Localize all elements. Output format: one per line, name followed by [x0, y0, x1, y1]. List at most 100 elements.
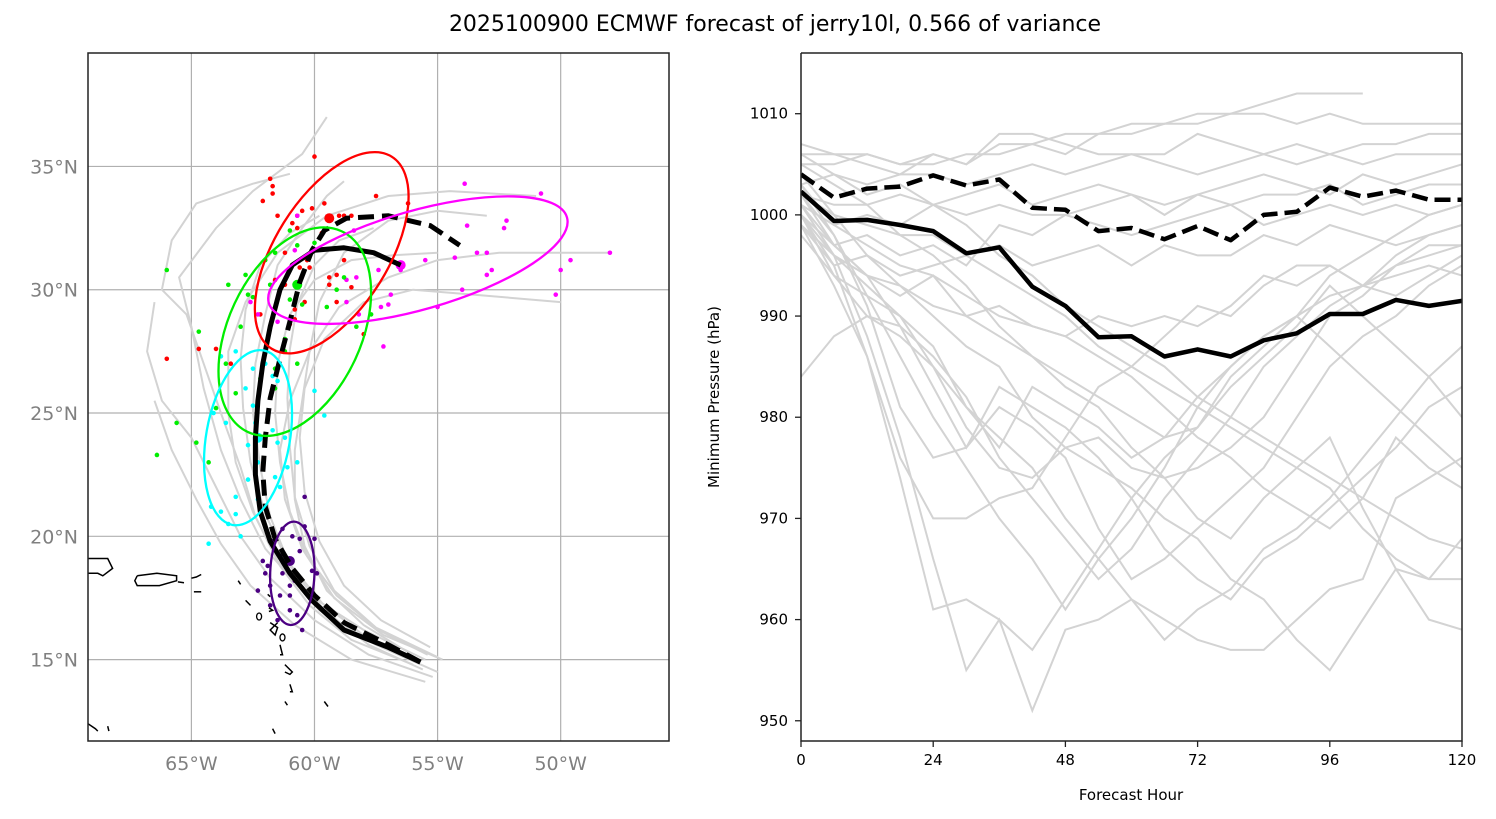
- cluster-point-green: [194, 440, 199, 445]
- cluster-point-red: [326, 275, 332, 280]
- coastline-st-kitts: [245, 599, 252, 606]
- longitude-tick-label: 55°W: [411, 753, 464, 775]
- ensemble-member-line: [801, 203, 1462, 267]
- cluster-point-red: [290, 220, 295, 226]
- cluster-point-green: [341, 275, 347, 280]
- cluster-point-red: [334, 272, 339, 278]
- cluster-point-green: [154, 452, 160, 458]
- cluster-point-cyan: [285, 464, 290, 470]
- cluster-point-green: [174, 420, 179, 426]
- cluster-point-red: [326, 282, 332, 288]
- cluster-point-indigo: [312, 536, 317, 542]
- cluster-point-red: [270, 183, 275, 189]
- coastline-dominica: [279, 644, 284, 656]
- series-ensemble-mean: [801, 172, 1462, 243]
- cluster-point-magenta: [376, 267, 381, 273]
- cluster-point-red: [267, 176, 273, 182]
- y-axis-ticks: 950 960 970 980 990 1000 1010: [750, 105, 801, 730]
- cluster-point-cyan: [223, 420, 229, 426]
- ensemble-member-line: [801, 163, 1462, 439]
- ensemble-member-line: [801, 92, 1363, 166]
- ensemble-member-line: [801, 224, 1462, 652]
- ensemble-member-line: [801, 204, 1462, 714]
- cluster-point-magenta: [462, 181, 467, 186]
- cluster-point-red: [228, 361, 234, 367]
- cluster-point-green: [299, 302, 305, 307]
- latitude-tick-label: 25°N: [30, 403, 78, 425]
- cluster-point-red: [292, 307, 298, 312]
- cluster-point-red: [164, 356, 170, 362]
- cluster-point-green: [233, 391, 239, 396]
- y-axis-label: Minimum Pressure (hPa): [705, 306, 723, 488]
- cluster-point-red: [299, 208, 305, 214]
- cluster-point-magenta: [386, 302, 391, 307]
- coastline-hispaniola-east: [88, 557, 114, 577]
- x-tick-label: 24: [924, 751, 943, 769]
- coastline-martinique: [284, 664, 294, 676]
- cluster-point-indigo: [297, 536, 303, 542]
- cluster-point-red: [275, 213, 280, 219]
- cluster-point-magenta: [459, 287, 465, 293]
- x-tick-label: 72: [1188, 751, 1207, 769]
- cluster-point-magenta: [501, 225, 507, 231]
- mean-tracks: [252, 213, 462, 665]
- cluster-ellipse: [267, 195, 569, 326]
- cluster-point-red: [260, 198, 266, 204]
- coastline-venezuela-islands: [88, 723, 99, 732]
- cluster-point-red: [322, 201, 327, 206]
- x-tick-label: 48: [1056, 751, 1075, 769]
- cluster-point-green: [312, 240, 317, 246]
- ensemble-track: [298, 288, 561, 649]
- ensemble-member-line: [801, 193, 1462, 581]
- latitude-tick-label: 30°N: [30, 280, 78, 302]
- ensemble-member-line: [801, 204, 1462, 338]
- ensemble-member-line: [801, 132, 1462, 176]
- cluster-point-magenta: [378, 304, 384, 310]
- cluster-point-red: [373, 193, 379, 199]
- cluster-point-cyan: [282, 435, 288, 440]
- ensemble-track: [146, 301, 434, 678]
- coastline-antigua: [268, 607, 275, 613]
- cluster-point-cyan: [238, 534, 243, 539]
- ensemble-track: [153, 400, 426, 683]
- cluster-point-green: [196, 329, 202, 334]
- cluster-point-red: [341, 257, 347, 263]
- cluster-point-magenta: [422, 257, 428, 263]
- pressure-axes-frame: [800, 53, 1463, 742]
- cluster-point-green: [250, 294, 256, 300]
- longitude-tick-label: 65°W: [165, 753, 218, 775]
- ensemble-member-line: [801, 203, 1462, 459]
- coastline-bonaida: [106, 726, 110, 732]
- cluster-point-magenta: [504, 218, 509, 223]
- ensemble-member-line: [801, 183, 1462, 612]
- figure-title: 2025100900 ECMWF forecast of jerry10l, 0…: [448, 12, 1102, 37]
- cluster-point-green: [354, 324, 359, 330]
- cluster-point-indigo: [255, 588, 261, 593]
- cluster-point-green: [294, 361, 300, 367]
- cluster-ellipses: [202, 150, 569, 627]
- y-tick-label: 970: [759, 509, 788, 527]
- cluster-point-indigo: [297, 548, 303, 554]
- ensemble-track: [160, 172, 414, 666]
- cluster-point-red: [282, 250, 288, 256]
- map-longitude-labels: 65°W 60°W 55°W 50°W: [165, 753, 587, 775]
- cluster-point-green: [324, 304, 330, 310]
- y-tick-label: 1010: [750, 105, 788, 123]
- latitude-tick-label: 20°N: [30, 526, 78, 548]
- cluster-point-indigo: [275, 617, 280, 623]
- cluster-point-red: [349, 284, 354, 290]
- cluster-point-indigo: [277, 593, 283, 598]
- cluster-point-red: [196, 346, 202, 352]
- cluster-point-cyan: [272, 474, 278, 480]
- coastline-puerto-rico: [133, 572, 178, 587]
- map-gridlines: [88, 53, 669, 741]
- cluster-point-red: [294, 225, 300, 231]
- cluster-point-cyan: [277, 484, 283, 490]
- ensemble-member-lines: [801, 92, 1462, 714]
- cluster-point-green: [206, 460, 211, 465]
- track-map: 65°W 60°W 55°W 50°W 15°N 20°N 25°N 30°N 35°N: [30, 52, 670, 775]
- x-tick-label: 96: [1320, 751, 1339, 769]
- cluster-point-indigo: [260, 558, 266, 564]
- mean-track-dashed: [260, 213, 462, 665]
- cluster-point-indigo: [267, 603, 273, 608]
